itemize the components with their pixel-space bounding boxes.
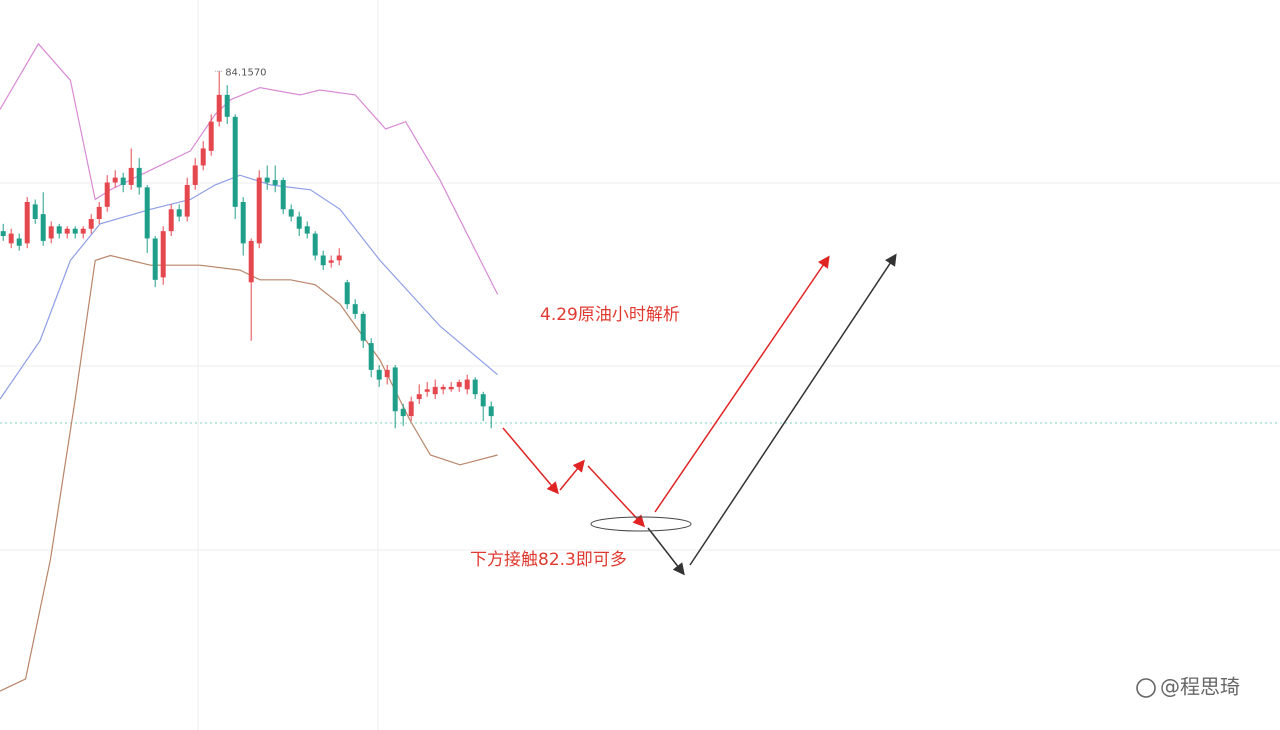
band-line	[0, 254, 498, 692]
candle-body	[88, 219, 94, 229]
candle-body	[112, 177, 118, 183]
candle-body	[264, 177, 270, 183]
candle-body	[16, 238, 22, 246]
candle-body	[256, 177, 262, 244]
candle-body	[240, 201, 246, 244]
candle-body	[72, 228, 78, 234]
candle-body	[272, 180, 278, 185]
candle-body	[400, 408, 406, 417]
candle-body	[376, 369, 382, 380]
candle-body	[432, 386, 438, 395]
candle-body	[192, 165, 198, 185]
candle-body	[336, 255, 342, 261]
candle-body	[352, 304, 358, 314]
candle-body	[288, 209, 294, 217]
candle-body	[320, 255, 326, 266]
candle-body	[144, 187, 150, 239]
candle-body	[80, 228, 86, 234]
candle-body	[440, 386, 446, 390]
candle-body	[280, 180, 286, 210]
candle-body	[456, 382, 462, 387]
candle-body	[408, 401, 414, 417]
entry-note: 下方接触82.3即可多	[470, 550, 627, 570]
candle-body	[56, 226, 62, 234]
candle-body	[472, 379, 478, 395]
candle-body	[384, 369, 390, 378]
candle-body	[40, 214, 46, 241]
band-line	[0, 174, 498, 400]
candle-body	[48, 226, 54, 239]
candle-body	[136, 167, 142, 188]
candle-body	[464, 379, 470, 390]
candle-body	[152, 238, 158, 280]
candle-body	[232, 116, 238, 207]
candle-body	[200, 148, 206, 166]
candle-body	[0, 231, 6, 237]
candle-body	[160, 231, 166, 278]
candle-body	[176, 209, 182, 217]
watermark: @程思琦	[1160, 675, 1240, 699]
candle-body	[448, 386, 454, 390]
candle-body	[368, 343, 374, 370]
candle-body	[104, 182, 110, 207]
candle-body	[424, 389, 430, 392]
candle-body	[488, 406, 494, 417]
candle-body	[392, 367, 398, 412]
watermark-icon	[1136, 678, 1156, 698]
forecast-arrows	[502, 253, 897, 576]
candle-body	[416, 394, 422, 400]
candle-body	[344, 282, 350, 305]
candle-body	[328, 260, 334, 263]
candle-body	[168, 209, 174, 232]
candle-body	[96, 206, 102, 219]
high-label: 84.1570	[225, 67, 266, 78]
candle-body	[312, 233, 318, 256]
plot: 84.1570	[0, 42, 499, 692]
candle-body	[296, 216, 302, 229]
candle-body	[64, 228, 70, 234]
candle-body	[304, 226, 310, 234]
candle-body	[8, 233, 14, 244]
candle-body	[224, 94, 230, 117]
candle-body	[128, 167, 134, 185]
candle-body	[208, 121, 214, 151]
band-line	[0, 42, 499, 295]
candle-body	[32, 204, 38, 219]
candle-body	[216, 94, 222, 122]
candle-body	[480, 394, 486, 407]
candle-body	[120, 177, 126, 185]
candle-body	[360, 313, 366, 341]
candle-body	[248, 240, 254, 283]
candle-body	[24, 201, 30, 244]
candle-body	[184, 184, 190, 217]
analysis-title: 4.29原油小时解析	[540, 305, 680, 325]
